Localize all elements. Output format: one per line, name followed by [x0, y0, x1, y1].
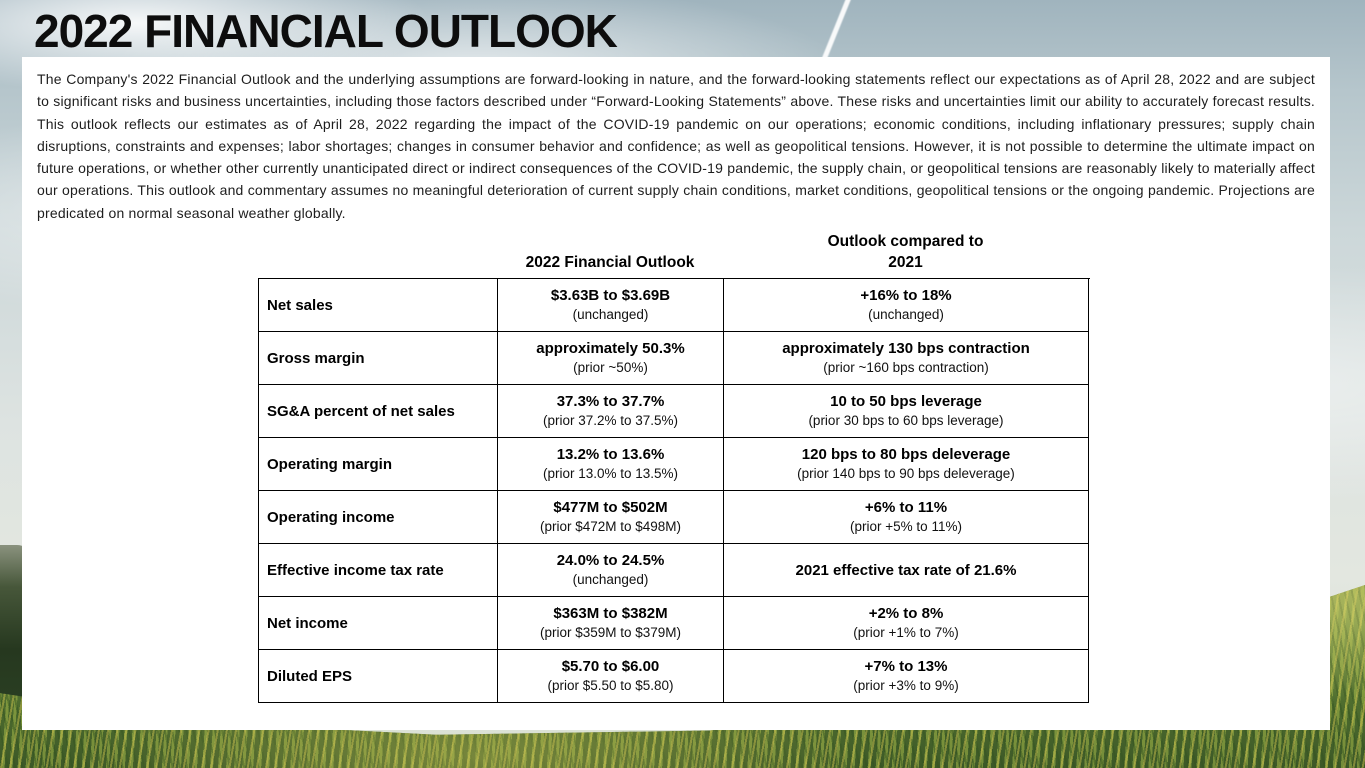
- outlook-prior-value: (prior 37.2% to 37.5%): [542, 413, 679, 429]
- comparison-prior-value: (prior 140 bps to 90 bps deleverage): [797, 466, 1015, 482]
- comparison-cell: +7% to 13% (prior +3% to 9%): [724, 650, 1089, 704]
- row-label: Net income: [259, 597, 498, 651]
- comparison-cell: +2% to 8% (prior +1% to 7%): [724, 597, 1089, 651]
- outlook-prior-value: (unchanged): [572, 307, 649, 323]
- comparison-cell: approximately 130 bps contraction (prior…: [724, 332, 1089, 386]
- comparison-cell: +6% to 11% (prior +5% to 11%): [724, 491, 1089, 545]
- comparison-prior-value: (prior +3% to 9%): [853, 678, 959, 694]
- column-header-outlook: 2022 Financial Outlook: [525, 254, 695, 272]
- table-row: Effective income tax rate 24.0% to 24.5%…: [259, 544, 1090, 598]
- outlook-cell: 13.2% to 13.6% (prior 13.0% to 13.5%): [498, 438, 724, 492]
- outlook-cell: $5.70 to $6.00 (prior $5.50 to $5.80): [498, 650, 724, 704]
- outlook-value: $363M to $382M: [553, 605, 668, 623]
- content-panel: The Company's 2022 Financial Outlook and…: [22, 57, 1330, 730]
- comparison-value: approximately 130 bps contraction: [782, 340, 1030, 358]
- outlook-value: $477M to $502M: [553, 499, 668, 517]
- table-row: Operating income $477M to $502M (prior $…: [259, 491, 1090, 545]
- row-label: Diluted EPS: [259, 650, 498, 704]
- comparison-cell: +16% to 18% (unchanged): [724, 279, 1089, 333]
- outlook-prior-value: (prior $472M to $498M): [539, 519, 682, 535]
- comparison-prior-value: (prior 30 bps to 60 bps leverage): [808, 413, 1004, 429]
- column-header-comparison: Outlook compared to 2021: [723, 231, 1088, 278]
- table-header-row: 2022 Financial Outlook Outlook compared …: [258, 231, 1090, 278]
- comparison-cell: 120 bps to 80 bps deleverage (prior 140 …: [724, 438, 1089, 492]
- column-header-comparison-label: Outlook compared to 2021: [827, 233, 984, 272]
- outlook-cell: $363M to $382M (prior $359M to $379M): [498, 597, 724, 651]
- comparison-value: +7% to 13%: [864, 658, 948, 676]
- outlook-value: $3.63B to $3.69B: [550, 287, 671, 305]
- outlook-prior-value: (prior ~50%): [573, 360, 648, 376]
- page-title: 2022 FINANCIAL OUTLOOK: [34, 5, 618, 57]
- forward-looking-disclaimer: The Company's 2022 Financial Outlook and…: [37, 71, 1315, 221]
- comparison-value: +6% to 11%: [864, 499, 948, 517]
- comparison-value: 2021 effective tax rate of 21.6%: [795, 561, 1017, 579]
- comparison-value: 10 to 50 bps leverage: [830, 393, 982, 411]
- table-row: SG&A percent of net sales 37.3% to 37.7%…: [259, 385, 1090, 439]
- comparison-prior-value: (prior +1% to 7%): [853, 625, 959, 641]
- outlook-value: 13.2% to 13.6%: [556, 446, 665, 464]
- comparison-cell: 2021 effective tax rate of 21.6%: [724, 544, 1089, 598]
- comparison-cell: 10 to 50 bps leverage (prior 30 bps to 6…: [724, 385, 1089, 439]
- comparison-value: +2% to 8%: [868, 605, 944, 623]
- outlook-cell: 24.0% to 24.5% (unchanged): [498, 544, 724, 598]
- table-row: Net income $363M to $382M (prior $359M t…: [259, 597, 1090, 651]
- column-header-blank: [258, 273, 497, 278]
- comparison-prior-value: (unchanged): [868, 307, 944, 323]
- row-label: Net sales: [259, 279, 498, 333]
- outlook-prior-value: (unchanged): [572, 572, 649, 588]
- outlook-cell: $3.63B to $3.69B (unchanged): [498, 279, 724, 333]
- table-row: Diluted EPS $5.70 to $6.00 (prior $5.50 …: [259, 650, 1090, 704]
- table-row: Gross margin approximately 50.3% (prior …: [259, 332, 1090, 386]
- outlook-table: 2022 Financial Outlook Outlook compared …: [258, 231, 1090, 704]
- outlook-value: 24.0% to 24.5%: [556, 552, 665, 570]
- outlook-value: $5.70 to $6.00: [561, 658, 660, 676]
- row-label: SG&A percent of net sales: [259, 385, 498, 439]
- row-label: Operating income: [259, 491, 498, 545]
- outlook-prior-value: (prior 13.0% to 13.5%): [542, 466, 679, 482]
- comparison-value: 120 bps to 80 bps deleverage: [801, 446, 1011, 464]
- table-row: Net sales $3.63B to $3.69B (unchanged) +…: [259, 279, 1090, 333]
- row-label: Operating margin: [259, 438, 498, 492]
- outlook-prior-value: (prior $359M to $379M): [539, 625, 682, 641]
- table-body: Net sales $3.63B to $3.69B (unchanged) +…: [258, 278, 1090, 704]
- table-row: Operating margin 13.2% to 13.6% (prior 1…: [259, 438, 1090, 492]
- row-label: Effective income tax rate: [259, 544, 498, 598]
- outlook-value: approximately 50.3%: [536, 340, 685, 358]
- outlook-value: 37.3% to 37.7%: [556, 393, 665, 411]
- outlook-cell: $477M to $502M (prior $472M to $498M): [498, 491, 724, 545]
- row-label: Gross margin: [259, 332, 498, 386]
- outlook-cell: approximately 50.3% (prior ~50%): [498, 332, 724, 386]
- comparison-value: +16% to 18%: [860, 287, 952, 305]
- comparison-prior-value: (prior ~160 bps contraction): [823, 360, 989, 376]
- outlook-cell: 37.3% to 37.7% (prior 37.2% to 37.5%): [498, 385, 724, 439]
- comparison-prior-value: (prior +5% to 11%): [850, 519, 962, 535]
- outlook-prior-value: (prior $5.50 to $5.80): [547, 678, 674, 694]
